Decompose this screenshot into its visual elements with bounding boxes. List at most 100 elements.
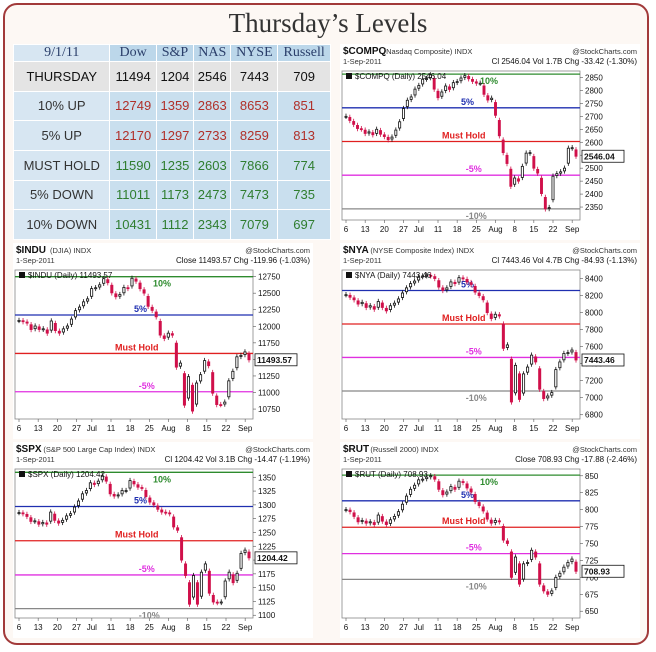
candle-body: [538, 563, 542, 585]
chart-stats: Cl 1204.42 Vol 3.1B Chg -14.47 (-1.19%): [165, 455, 311, 464]
candle-body: [380, 302, 384, 308]
candle-body: [25, 321, 29, 324]
x-tick-label: 8: [512, 225, 517, 234]
x-tick-label: Sep: [565, 623, 580, 632]
candle-body: [168, 512, 172, 515]
x-tick-label: 8: [185, 424, 190, 433]
candle-body: [445, 287, 449, 291]
candle-body: [144, 489, 148, 497]
table-cell: 2603: [193, 149, 232, 181]
candle-body: [546, 395, 550, 399]
candle-body: [405, 99, 409, 107]
candle-body: [505, 154, 509, 164]
row-label: 10% UP: [12, 90, 111, 122]
candle-body: [164, 511, 168, 514]
y-tick-label: 12250: [258, 306, 281, 315]
table-cell: 813: [277, 120, 331, 151]
candle-body: [566, 147, 570, 164]
x-tick-label: 22: [222, 623, 231, 632]
candle-body: [421, 275, 425, 278]
candle-body: [570, 147, 574, 150]
x-tick-label: 27: [72, 424, 81, 433]
chart-stats: Close 11493.57 Chg -119.96 (-1.03%): [176, 256, 310, 265]
candle-body: [542, 391, 546, 399]
table-cell: 1359: [155, 90, 195, 122]
candle-body: [73, 506, 77, 513]
candle-body: [57, 520, 61, 524]
y-tick-label: 12750: [258, 273, 281, 282]
chart-date: 1-Sep-2011: [343, 57, 382, 66]
candle-body: [497, 520, 501, 523]
candle-body: [211, 594, 215, 603]
legend-text: $RUT (Daily) 708.93: [355, 470, 428, 479]
candle-body: [384, 307, 388, 312]
chart-watermark: @StockCharts.com: [245, 445, 310, 454]
y-tick-label: 12500: [258, 289, 281, 298]
candle-body: [25, 513, 29, 517]
candle-body: [513, 364, 517, 394]
level-label-up5: 5%: [461, 490, 474, 500]
chart-spx: $SPX (S&P 500 Large Cap Index) INDX @Stock…: [13, 442, 313, 638]
chart-symbol: $NYA: [343, 245, 369, 256]
candle-body: [546, 591, 550, 595]
column-header-1: S&P: [155, 44, 195, 62]
candle-body: [465, 483, 469, 489]
candle-body: [566, 562, 570, 567]
candle-body: [146, 296, 150, 307]
candle-body: [536, 169, 540, 174]
candle-body: [473, 493, 477, 502]
candle-body: [120, 490, 124, 495]
candle-body: [413, 280, 417, 284]
candle-body: [380, 516, 384, 522]
candle-body: [376, 301, 380, 308]
candle-body: [409, 96, 413, 100]
candle-body: [388, 305, 392, 310]
candle-body: [110, 284, 114, 294]
x-tick-label: 13: [361, 424, 370, 433]
chart-indu: $INDU (DJIA) INDX @StockCharts.com 1-Sep-20…: [13, 243, 313, 439]
plot-area: [341, 269, 581, 420]
column-header-0: Dow: [109, 44, 157, 62]
x-tick-label: 15: [202, 623, 211, 632]
last-price-tag: [254, 551, 298, 565]
x-tick-label: Jul: [414, 623, 424, 632]
candle-body: [543, 196, 547, 210]
candle-body: [449, 486, 453, 492]
candle-body: [158, 320, 162, 336]
candle-body: [379, 130, 382, 135]
y-tick-label: 2850: [585, 73, 603, 82]
table-cell: 1297: [155, 120, 195, 151]
last-price-tag: [581, 564, 625, 578]
candle-body: [45, 329, 49, 334]
chart-background: [13, 243, 313, 439]
chart-svg-rut: $RUT (Russell 2000) INDX @StockCharts.com 1…: [340, 442, 640, 638]
candle-body: [368, 521, 372, 524]
candle-body: [142, 289, 146, 294]
candle-body: [352, 297, 356, 301]
candle-body: [558, 361, 562, 369]
x-tick-label: Aug: [161, 424, 175, 433]
x-tick-label: Jul: [414, 225, 424, 234]
candle-body: [364, 303, 368, 308]
candle-body: [191, 575, 195, 598]
candle-body: [247, 353, 251, 361]
row-label: 5% UP: [12, 120, 111, 151]
candle-body: [239, 553, 243, 569]
x-tick-label: 20: [380, 225, 389, 234]
level-label-must: Must Hold: [442, 313, 486, 323]
candle-body: [473, 285, 477, 293]
candle-body: [138, 282, 142, 290]
x-tick-label: 6: [344, 225, 349, 234]
x-tick-label: 15: [529, 623, 538, 632]
y-tick-label: 2700: [585, 112, 603, 121]
candle-body: [384, 521, 388, 525]
candle-body: [122, 287, 126, 294]
candle-body: [29, 517, 33, 522]
candle-body: [17, 319, 21, 322]
candle-body: [432, 78, 436, 90]
chart-stats: Close 708.93 Chg -17.88 (-2.46%): [515, 455, 637, 464]
candle-body: [469, 282, 473, 285]
chart-stats: Cl 2546.04 Vol 1.7B Chg -33.42 (-1.30%): [492, 57, 638, 66]
table-cell: 2863: [193, 90, 232, 122]
y-tick-label: 7600: [585, 343, 603, 352]
